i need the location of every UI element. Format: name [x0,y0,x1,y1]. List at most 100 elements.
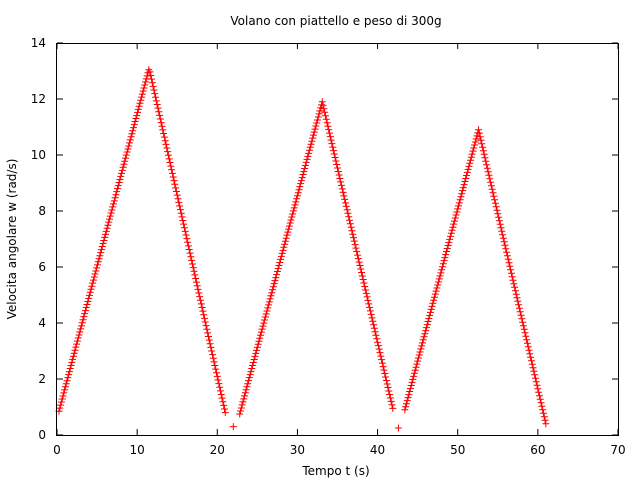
data-point [89,276,97,284]
data-point [210,358,218,366]
data-point [152,93,160,101]
data-point [422,327,430,335]
data-point [424,318,432,326]
data-point [290,204,298,212]
data-point [61,386,69,394]
data-point [498,227,506,235]
data-point [194,285,202,293]
data-point [119,163,127,171]
data-point [358,272,366,280]
data-point [385,387,393,395]
data-point [297,177,305,185]
data-point [321,112,329,120]
data-point [430,296,438,304]
data-point [98,243,106,251]
data-point [198,303,206,311]
data-point [439,260,447,268]
data-point [254,340,262,348]
data-point [126,139,134,147]
data-point [85,294,93,302]
data-point [505,259,513,267]
data-point [284,228,292,236]
data-point [502,245,510,253]
data-point [375,345,383,353]
data-point [79,316,87,324]
data-point [426,308,434,316]
data-point [350,237,358,245]
data-point [122,154,130,162]
data-point [430,293,438,301]
data-point [172,187,180,195]
data-point [265,298,273,306]
data-point [325,126,333,134]
y-tick-label: 6 [38,260,46,274]
data-point [263,307,271,315]
data-point [288,213,296,221]
data-point [431,290,439,298]
data-point [483,164,491,172]
data-point [438,263,446,271]
data-point [128,130,136,138]
data-point [269,283,277,291]
data-point [422,324,430,332]
data-point [492,203,500,211]
data-point [63,377,71,385]
data-point [64,374,72,382]
data-point [250,355,258,363]
data-point [410,372,418,380]
data-point [176,206,184,214]
data-point [204,329,212,337]
data-point [467,156,475,164]
data-point [221,409,229,417]
data-point [287,216,295,224]
chart-title: Volano con piattello e peso di 300g [230,14,441,28]
data-point [376,349,384,357]
data-point [294,189,302,197]
data-point [532,378,540,386]
data-point [438,266,446,274]
data-point [189,264,197,272]
data-point [311,125,319,133]
data-point [370,324,378,332]
data-point [241,392,249,400]
data-point [257,328,265,336]
data-point [130,124,138,132]
data-point [259,322,267,330]
data-point [323,119,331,127]
data-point [169,173,177,181]
data-point [465,162,473,170]
data-point [105,218,113,226]
data-point [130,121,138,129]
data-point [208,351,216,359]
data-point [165,155,173,163]
data-point [77,322,85,330]
data-point [261,316,269,324]
data-point [487,182,495,190]
data-point [142,78,150,86]
data-point [93,264,101,272]
data-point [512,290,520,298]
data-point [374,342,382,350]
data-point [457,193,465,201]
data-point [125,142,133,150]
data-point [118,166,126,174]
data-point [355,258,363,266]
data-point [321,108,329,116]
data-point [219,398,227,406]
data-point [107,209,115,217]
data-point [426,311,434,319]
data-point [57,398,65,406]
data-point [59,392,67,400]
data-point [249,362,257,370]
data-point [515,301,523,309]
data-point [314,113,322,121]
data-point [166,158,174,166]
data-point [158,122,166,130]
data-point [239,398,247,406]
data-point [442,248,450,256]
data-point [180,224,188,232]
data-point [267,292,275,300]
x-axis-ticks: 0 10 20 30 40 50 60 70 [53,43,626,457]
data-point [410,369,418,377]
data-point [386,394,394,402]
